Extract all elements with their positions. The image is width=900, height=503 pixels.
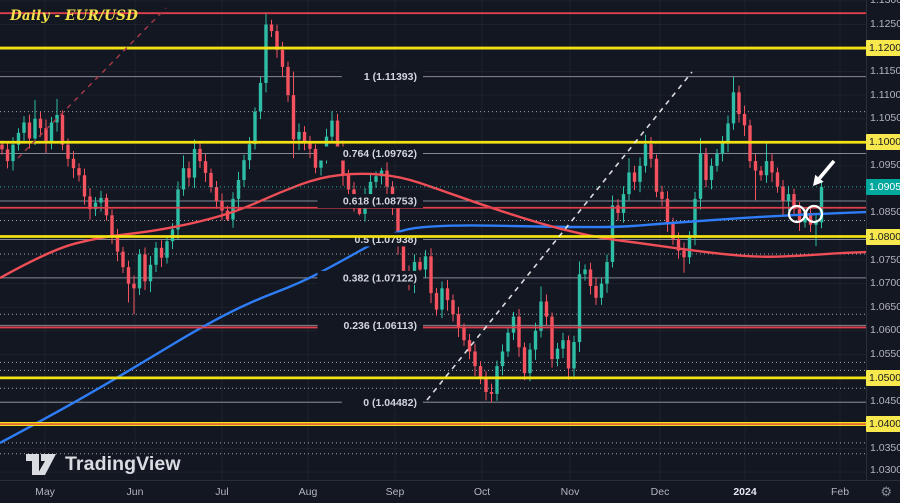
time-tick: Dec — [650, 486, 670, 498]
time-tick: Nov — [560, 486, 580, 498]
time-tick: Aug — [298, 486, 318, 498]
price-level-badge: 1.12000 — [866, 40, 900, 57]
price-tick: 1.11000 — [870, 88, 900, 101]
fib-label: 0.764 (1.09762) — [343, 148, 417, 160]
price-tick: 1.05500 — [870, 347, 900, 360]
red-levels — [0, 12, 866, 329]
price-tick: 1.06000 — [870, 324, 900, 337]
annotations — [787, 159, 836, 224]
time-tick: Oct — [473, 486, 491, 498]
arrow-icon — [818, 159, 836, 180]
fib-lines — [0, 76, 866, 403]
arrow-head-icon — [813, 174, 824, 186]
chart-canvas[interactable]: 1 (1.11393) 0.764 (1.09762) 0.618 (1.08753… — [0, 0, 866, 480]
candles — [0, 12, 824, 403]
price-tick: 1.11500 — [870, 65, 900, 78]
time-tick: 2024 — [733, 486, 757, 498]
price-level-badge: 1.04000 — [866, 416, 900, 433]
moving-averages — [0, 172, 866, 444]
fib-label: 0.236 (1.06113) — [343, 320, 417, 332]
price-level-badge: 1.05000 — [866, 369, 900, 386]
price-level-badge: 1.08000 — [866, 228, 900, 245]
fib-labels: 1 (1.11393) 0.764 (1.09762) 0.618 (1.08753… — [317, 69, 423, 410]
trendlines — [17, 7, 693, 401]
price-tick: 1.12500 — [870, 17, 900, 30]
price-tick: 1.07500 — [870, 253, 900, 266]
price-axis[interactable]: 1.13000 1.12500 1.12000 1.11500 1.11000 1.105… — [866, 0, 900, 480]
price-tick: 1.13000 — [870, 0, 900, 7]
dotted-levels — [0, 111, 866, 455]
fib-label: 1 (1.11393) — [364, 71, 417, 83]
tradingview-logo-icon — [26, 454, 56, 475]
price-tick: 1.08500 — [870, 206, 900, 219]
yellow-levels — [0, 46, 866, 427]
dashed-trendline-upper-left — [17, 7, 167, 159]
price-level-badge: 1.10000 — [866, 134, 900, 151]
current-price-badge: 1.09053 — [866, 178, 900, 195]
dashed-trendline-oct-dec — [426, 71, 693, 401]
tradingview-logo-text: TradingView — [65, 453, 181, 475]
price-tick: 1.04500 — [870, 394, 900, 407]
time-tick: May — [35, 486, 55, 498]
time-tick: Jul — [215, 486, 229, 498]
red-ma-line — [0, 172, 866, 280]
blue-ma-line — [0, 210, 866, 444]
grid — [0, 0, 866, 480]
time-axis[interactable]: ⚙ May Jun Jul Aug Sep Oct Nov Dec 2024 Feb — [0, 480, 900, 503]
highlight-circle — [804, 204, 824, 224]
price-tick: 1.09500 — [870, 159, 900, 172]
price-tick: 1.06500 — [870, 300, 900, 313]
time-tick: Sep — [385, 486, 405, 498]
price-tick: 1.03000 — [870, 464, 900, 476]
price-tick: 1.07000 — [870, 277, 900, 290]
gear-icon[interactable]: ⚙ — [880, 484, 892, 499]
chart-symbol-watermark: Daily - EUR/USD — [10, 8, 139, 24]
price-tick: 1.10500 — [870, 112, 900, 125]
time-tick: Jun — [126, 486, 144, 498]
fib-label: 0.382 (1.07122) — [343, 272, 417, 284]
fib-label: 0.618 (1.08753) — [343, 196, 417, 208]
tradingview-logo[interactable]: TradingView — [26, 453, 181, 476]
price-tick: 1.03500 — [870, 442, 900, 455]
fib-label: 0 (1.04482) — [363, 397, 417, 409]
time-tick: Feb — [830, 486, 850, 498]
